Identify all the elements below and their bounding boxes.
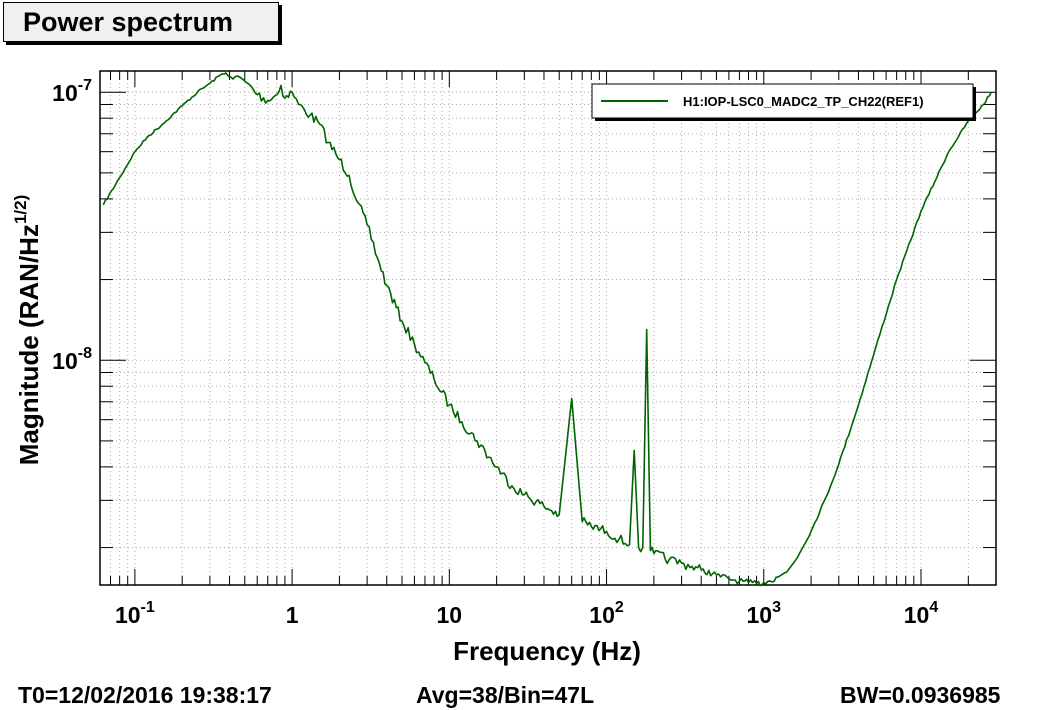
series-layer [102,72,993,587]
legend[interactable]: H1:IOP-LSC0_MADC2_TP_CH22(REF1) [591,83,976,121]
y-tick-label: 10-7 [52,77,92,106]
x-tick-label: 10-1 [115,599,155,628]
x-tick-label: 1 [286,602,299,628]
legend-entry: H1:IOP-LSC0_MADC2_TP_CH22(REF1) [683,94,924,109]
x-tick-label: 102 [589,599,624,628]
y-axis-label: Magnitude (RAN/Hz1/2) [11,195,44,466]
y-tick-labels: 10-7 10-8 [52,77,92,374]
footer-bw: BW=0.0936985 [840,682,1001,708]
x-axis-label: Frequency (Hz) [453,636,641,666]
footer-t0: T0=12/02/2016 19:38:17 [18,682,272,708]
chart-title: Power spectrum [3,2,279,42]
grid [99,71,997,585]
x-tick-labels: 10-1 1 10 102 103 104 [115,599,938,628]
axis-ticks [99,71,997,585]
plot-frame [99,70,997,586]
x-tick-label: 103 [747,599,782,628]
x-tick-label: 104 [904,599,939,628]
y-tick-label: 10-8 [52,345,92,374]
x-tick-label: 10 [437,602,463,628]
series-line [102,72,993,587]
footer-avg: Avg=38/Bin=47L [416,682,595,708]
